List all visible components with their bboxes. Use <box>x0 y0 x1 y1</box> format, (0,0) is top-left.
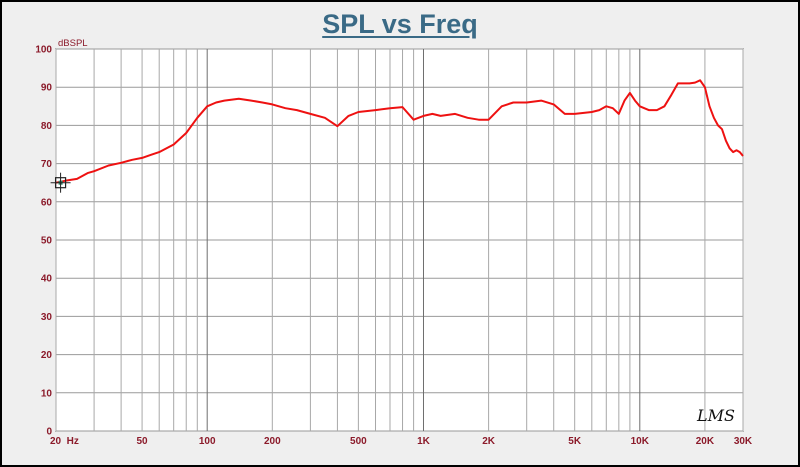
y-tick-label: 0 <box>46 427 52 438</box>
x-tick-label: 50 <box>137 436 149 447</box>
x-tick-label: 100 <box>199 436 216 447</box>
y-tick-label: 40 <box>41 274 53 285</box>
cursor-marker-icon[interactable] <box>50 172 71 193</box>
y-axis-label: dBSPL <box>58 38 88 49</box>
spl-curve <box>55 79 744 184</box>
x-tick-label: 10K <box>631 436 650 447</box>
y-tick-label: 50 <box>41 236 53 247</box>
y-tick-label: 100 <box>35 45 52 56</box>
x-tick-label: 2K <box>482 436 496 447</box>
y-tick-label: 60 <box>41 197 53 208</box>
x-tick-label: 5K <box>568 436 582 447</box>
chart-title: SPL vs Freq <box>322 9 478 39</box>
x-tick-label: 20K <box>696 436 715 447</box>
x-tick-label: 30K <box>734 436 753 447</box>
y-tick-label: 20 <box>41 350 53 361</box>
y-tick-label: 80 <box>41 121 53 132</box>
y-tick-label: 10 <box>41 388 53 399</box>
y-tick-label: 70 <box>41 159 53 170</box>
y-tick-label: 90 <box>41 83 53 94</box>
y-tick-label: 30 <box>41 312 53 323</box>
lms-watermark: LMS <box>696 406 735 425</box>
x-tick-label: 20 Hz <box>50 436 79 447</box>
x-tick-label: 500 <box>350 436 367 447</box>
x-tick-label: 1K <box>417 436 431 447</box>
x-tick-label: 200 <box>264 436 281 447</box>
axis-ticks: 0 10 20 30 40 50 60 70 80 90 100 20 Hz 50 100 200 500 1K… <box>35 45 753 448</box>
